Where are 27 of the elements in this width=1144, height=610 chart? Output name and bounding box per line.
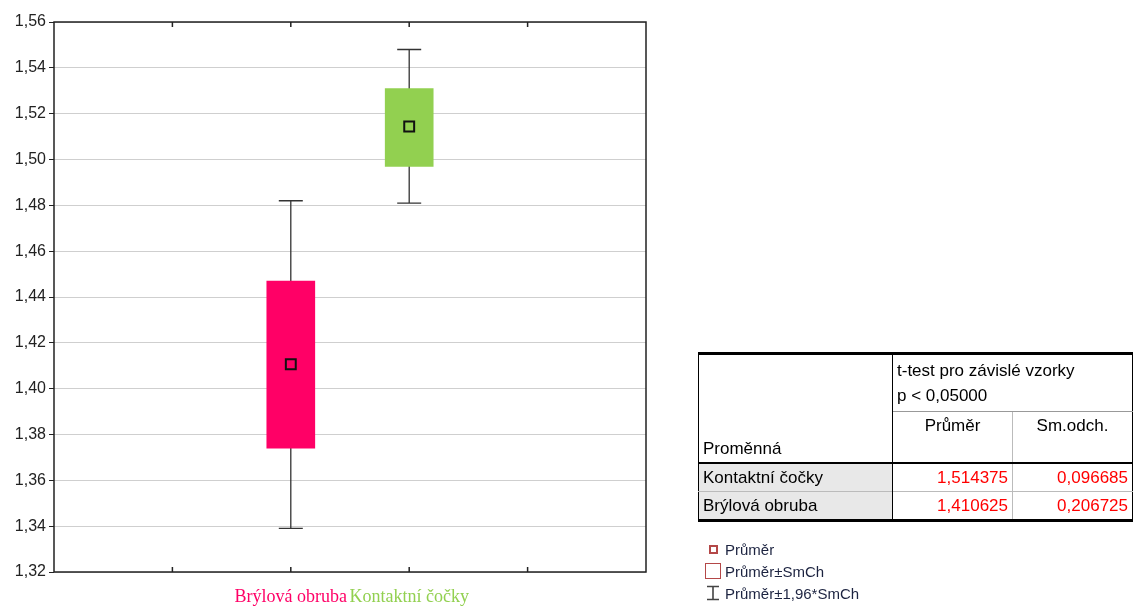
y-tick-label: 1,52 [14,104,47,122]
y-tick-label: 1,32 [14,562,47,580]
text: 1,410625 [937,496,1008,515]
text: Průměr [924,416,981,435]
text: 0,096685 [1057,468,1129,487]
text: Kontaktní čočky [703,468,824,487]
text: Sm.odch. [1036,416,1109,435]
text: Průměr±1,96*SmCh [725,584,860,602]
y-tick-label: 1,48 [14,195,47,213]
text: Brýlová obruba [703,496,818,515]
text: Průměr±SmCh [725,562,825,580]
y-tick-label: 1,44 [14,287,47,305]
y-tick-label: 1,40 [14,379,47,397]
text: p < 0,05000 [897,386,988,405]
y-tick-label: 1,56 [14,12,47,30]
text: 0,206725 [1057,496,1129,515]
y-tick-label: 1,50 [14,149,47,167]
text: Proměnná [703,439,782,458]
y-tick-label: 1,34 [14,516,47,534]
text: Průměr [725,540,775,558]
y-tick-label: 1,42 [14,333,47,351]
y-tick-label: 1,36 [14,470,47,488]
text: t-test pro závislé vzorky [897,361,1075,380]
y-tick-label: 1,54 [14,58,47,76]
text: 1,514375 [937,468,1008,487]
y-tick-label: 1,38 [14,424,47,442]
y-tick-label: 1,46 [14,241,47,259]
